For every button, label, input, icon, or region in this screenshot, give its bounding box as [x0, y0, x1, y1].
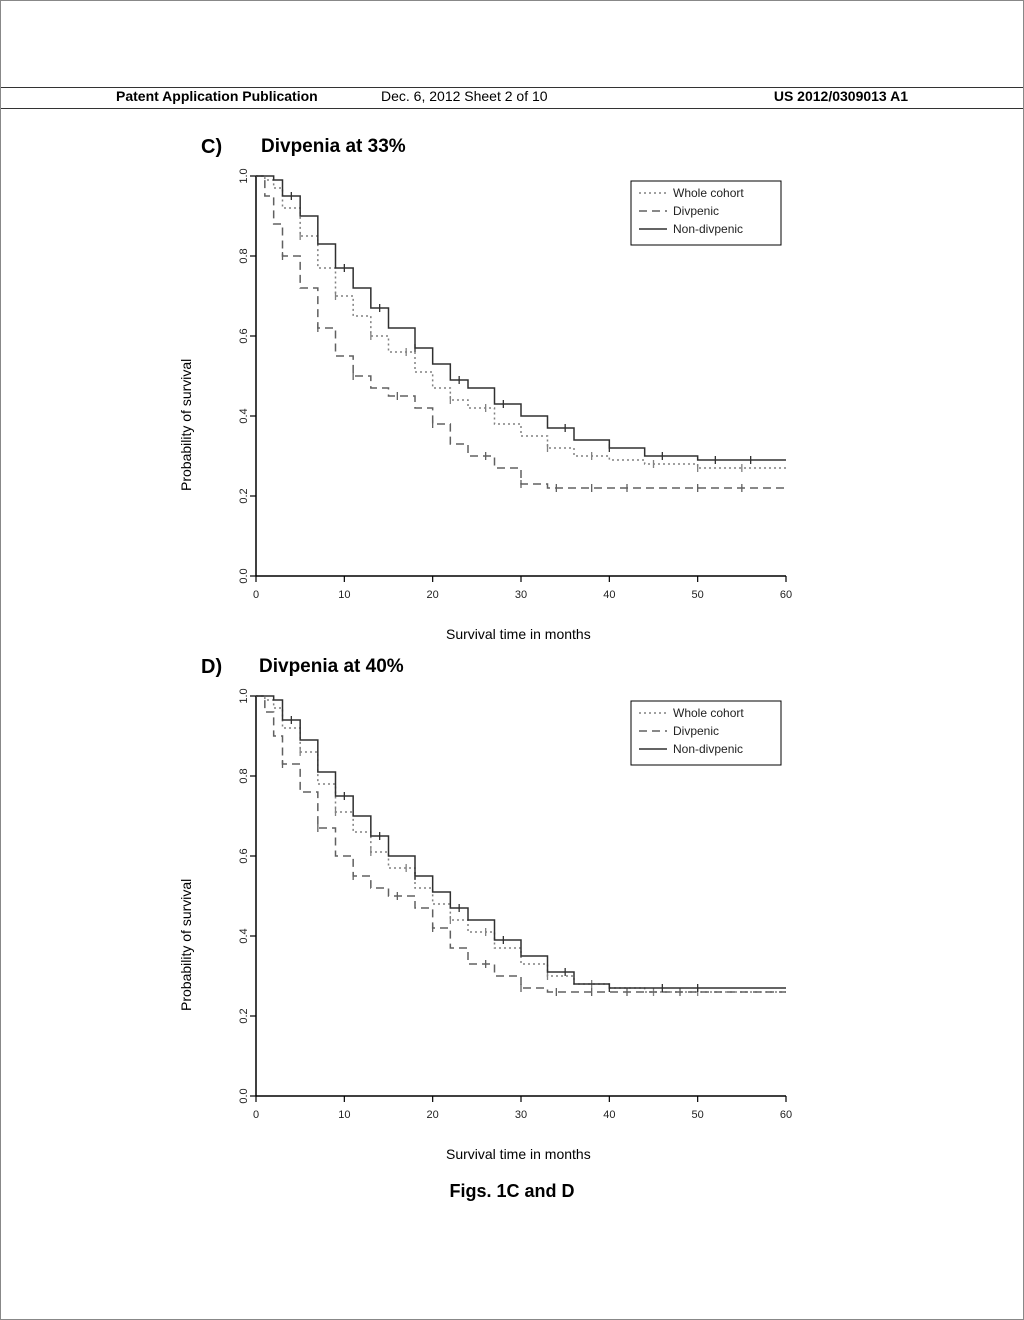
panel-d-xlabel: Survival time in months — [446, 1146, 591, 1162]
svg-text:0.6: 0.6 — [238, 328, 250, 343]
svg-text:0: 0 — [253, 589, 259, 601]
svg-text:0.4: 0.4 — [238, 408, 250, 423]
svg-text:0.2: 0.2 — [238, 488, 250, 503]
svg-text:40: 40 — [603, 589, 615, 601]
panel-c-label: C) — [201, 136, 222, 159]
header-right: US 2012/0309013 A1 — [774, 88, 908, 104]
chart-c-svg: 0.0 0.2 0.4 0.6 0.8 1.0 0 10 20 30 40 50 60 Whole coh… — [186, 166, 806, 636]
svg-text:Divpenic: Divpenic — [673, 204, 719, 218]
svg-text:1.0: 1.0 — [238, 688, 250, 703]
page-header: Patent Application Publication Dec. 6, 2… — [1, 87, 1023, 109]
svg-text:10: 10 — [338, 1109, 350, 1121]
svg-text:Whole cohort: Whole cohort — [673, 706, 744, 720]
svg-text:0.2: 0.2 — [238, 1008, 250, 1023]
panel-d-label: D) — [201, 656, 222, 679]
svg-text:0.4: 0.4 — [238, 928, 250, 943]
svg-text:10: 10 — [338, 589, 350, 601]
svg-text:40: 40 — [603, 1109, 615, 1121]
svg-text:50: 50 — [692, 1109, 704, 1121]
panel-d: D) Divpenia at 40% Probability of surviv… — [146, 656, 786, 1166]
panel-d-title: Divpenia at 40% — [259, 656, 404, 678]
svg-text:0.6: 0.6 — [238, 848, 250, 863]
panel-c: C) Divpenia at 33% Probability of surviv… — [146, 136, 786, 646]
svg-text:Non-divpenic: Non-divpenic — [673, 742, 743, 756]
page: Patent Application Publication Dec. 6, 2… — [0, 0, 1024, 1320]
svg-text:60: 60 — [780, 1109, 792, 1121]
svg-text:Non-divpenic: Non-divpenic — [673, 222, 743, 236]
svg-text:20: 20 — [427, 589, 439, 601]
svg-text:30: 30 — [515, 1109, 527, 1121]
figure-caption: Figs. 1C and D — [1, 1181, 1023, 1202]
svg-text:Divpenic: Divpenic — [673, 724, 719, 738]
header-middle: Dec. 6, 2012 Sheet 2 of 10 — [381, 88, 548, 104]
svg-text:0.0: 0.0 — [238, 1088, 250, 1103]
svg-text:60: 60 — [780, 589, 792, 601]
chart-d-svg: 0.0 0.2 0.4 0.6 0.8 1.0 0 10 20 30 40 50 60 Whole coh… — [186, 686, 806, 1156]
svg-text:0.8: 0.8 — [238, 248, 250, 263]
svg-text:50: 50 — [692, 589, 704, 601]
svg-text:Whole cohort: Whole cohort — [673, 186, 744, 200]
svg-text:1.0: 1.0 — [238, 168, 250, 183]
svg-text:20: 20 — [427, 1109, 439, 1121]
svg-text:0.0: 0.0 — [238, 568, 250, 583]
svg-text:30: 30 — [515, 589, 527, 601]
svg-text:0.8: 0.8 — [238, 768, 250, 783]
panel-c-title: Divpenia at 33% — [261, 136, 406, 158]
header-left: Patent Application Publication — [116, 88, 318, 104]
panel-c-xlabel: Survival time in months — [446, 626, 591, 642]
svg-text:0: 0 — [253, 1109, 259, 1121]
